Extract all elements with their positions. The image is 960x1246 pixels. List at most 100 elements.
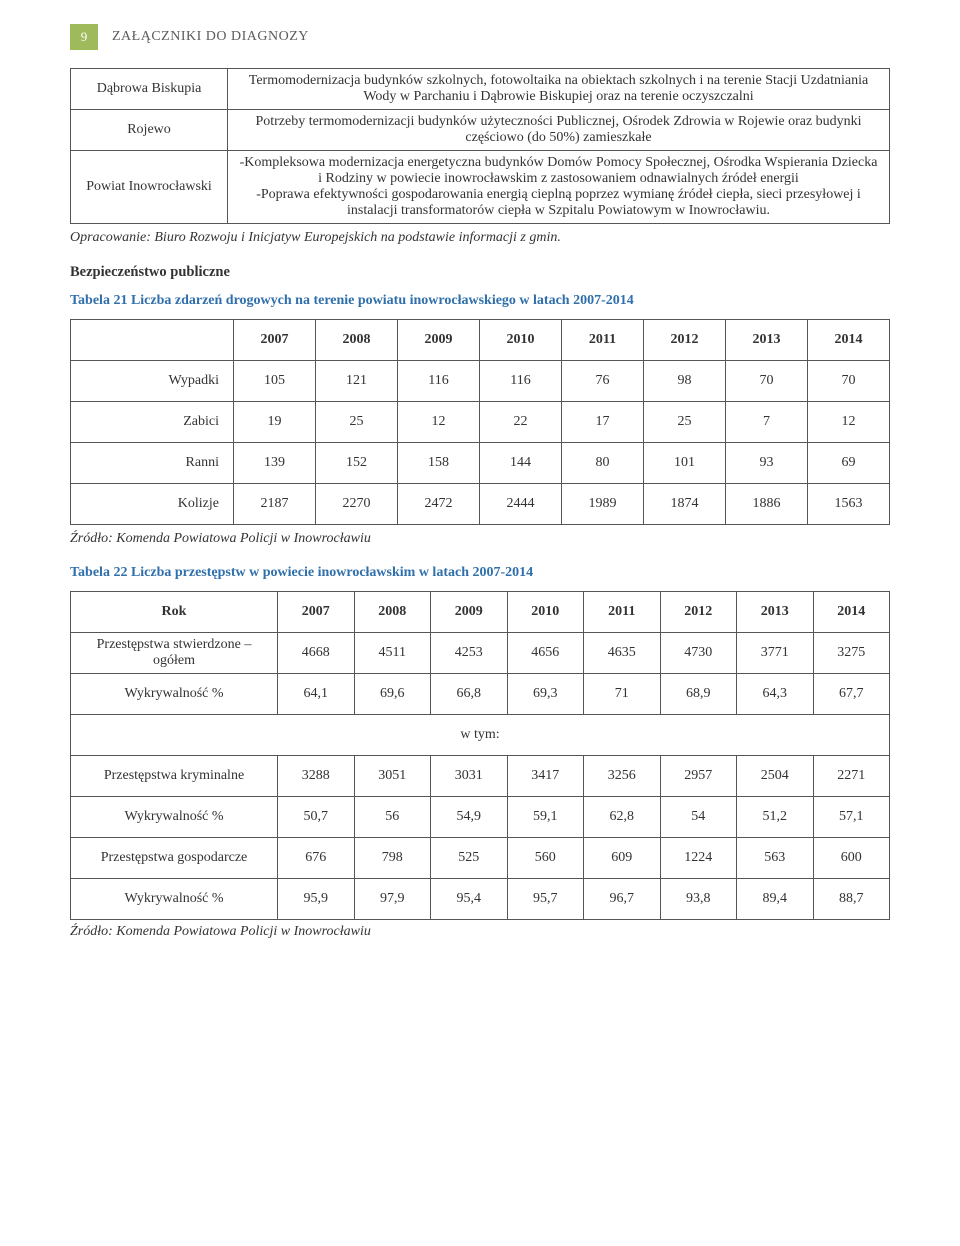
table3-cell: 525 (431, 838, 508, 879)
table21-caption: Tabela 21 Liczba zdarzeń drogowych na te… (70, 293, 890, 309)
table2-cell: 25 (644, 402, 726, 443)
table3-year-header: 2013 (737, 592, 814, 633)
table3-cell: 4511 (354, 633, 431, 674)
table2-cell: 1563 (808, 484, 890, 525)
table3-cell: 57,1 (813, 797, 890, 838)
table3-cell: 4253 (431, 633, 508, 674)
table3-span-label: w tym: (71, 715, 890, 756)
table2-cell: 98 (644, 361, 726, 402)
table2-year-header: 2010 (480, 320, 562, 361)
table2-year-header: 2009 (398, 320, 480, 361)
table1-row-text: Termomodernizacja budynków szkolnych, fo… (228, 69, 890, 110)
table3-cell: 64,3 (737, 674, 814, 715)
table3-cell: 4668 (278, 633, 355, 674)
table3-cell: 3256 (584, 756, 661, 797)
table2-cell: 22 (480, 402, 562, 443)
table3-year-header: 2010 (507, 592, 584, 633)
table2-cell: 12 (808, 402, 890, 443)
table2-cell: 2444 (480, 484, 562, 525)
table3-row-label: Wykrywalność % (71, 797, 278, 838)
table3-cell: 3288 (278, 756, 355, 797)
table2-cell: 7 (726, 402, 808, 443)
table2-cell: 69 (808, 443, 890, 484)
table2-cell: 1989 (562, 484, 644, 525)
table2-year-header: 2011 (562, 320, 644, 361)
table2-cell: 139 (234, 443, 316, 484)
table2-cell: 121 (316, 361, 398, 402)
table3-cell: 89,4 (737, 879, 814, 920)
table3-row-label: Przestępstwa kryminalne (71, 756, 278, 797)
table3-cell: 54,9 (431, 797, 508, 838)
table2-blank-header (71, 320, 234, 361)
table3-cell: 563 (737, 838, 814, 879)
section-heading: Bezpieczeństwo publiczne (70, 264, 890, 281)
table1-row-label: Rojewo (71, 110, 228, 151)
table3-cell: 95,4 (431, 879, 508, 920)
table3-year-header: 2008 (354, 592, 431, 633)
table2-year-header: 2008 (316, 320, 398, 361)
table3-cell: 2504 (737, 756, 814, 797)
table3-cell: 4656 (507, 633, 584, 674)
crimes-table: Rok20072008200920102011201220132014 Prze… (70, 591, 890, 920)
table3-cell: 93,8 (660, 879, 737, 920)
table3-cell: 609 (584, 838, 661, 879)
table2-cell: 2270 (316, 484, 398, 525)
table3-year-header: 2007 (278, 592, 355, 633)
table3-cell: 62,8 (584, 797, 661, 838)
table3-cell: 560 (507, 838, 584, 879)
table3-cell: 64,1 (278, 674, 355, 715)
table3-cell: 3031 (431, 756, 508, 797)
table2-year-header: 2007 (234, 320, 316, 361)
table3-row-label: Wykrywalność % (71, 674, 278, 715)
page-header: 9 ZAŁĄCZNIKI DO DIAGNOZY (70, 24, 890, 50)
road-events-table: 20072008200920102011201220132014 Wypadki… (70, 319, 890, 525)
table2-cell: 158 (398, 443, 480, 484)
table2-year-header: 2014 (808, 320, 890, 361)
table2-cell: 70 (808, 361, 890, 402)
table3-head-label: Rok (71, 592, 278, 633)
table3-cell: 97,9 (354, 879, 431, 920)
table2-cell: 1874 (644, 484, 726, 525)
projects-table: Dąbrowa BiskupiaTermomodernizacja budynk… (70, 68, 890, 224)
table3-cell: 798 (354, 838, 431, 879)
table21-source: Źródło: Komenda Powiatowa Policji w Inow… (70, 531, 890, 547)
table3-cell: 96,7 (584, 879, 661, 920)
table2-cell: 19 (234, 402, 316, 443)
table2-cell: 80 (562, 443, 644, 484)
table2-cell: 2472 (398, 484, 480, 525)
table3-row-label: Wykrywalność % (71, 879, 278, 920)
table3-cell: 676 (278, 838, 355, 879)
table1-row-text: Potrzeby termomodernizacji budynków użyt… (228, 110, 890, 151)
table1-source-note: Opracowanie: Biuro Rozwoju i Inicjatyw E… (70, 230, 890, 246)
table3-year-header: 2009 (431, 592, 508, 633)
table3-cell: 4730 (660, 633, 737, 674)
table2-year-header: 2012 (644, 320, 726, 361)
table2-cell: 17 (562, 402, 644, 443)
table3-cell: 59,1 (507, 797, 584, 838)
table3-cell: 600 (813, 838, 890, 879)
table3-cell: 56 (354, 797, 431, 838)
table2-cell: 105 (234, 361, 316, 402)
table3-cell: 88,7 (813, 879, 890, 920)
table2-cell: 12 (398, 402, 480, 443)
table2-cell: 1886 (726, 484, 808, 525)
table1-row-label: Powiat Inowrocławski (71, 151, 228, 224)
table3-year-header: 2012 (660, 592, 737, 633)
table2-cell: 101 (644, 443, 726, 484)
table2-row-label: Kolizje (71, 484, 234, 525)
table2-cell: 76 (562, 361, 644, 402)
table3-cell: 69,3 (507, 674, 584, 715)
table3-year-header: 2014 (813, 592, 890, 633)
table22-source: Źródło: Komenda Powiatowa Policji w Inow… (70, 924, 890, 940)
table2-row-label: Ranni (71, 443, 234, 484)
table2-cell: 70 (726, 361, 808, 402)
table3-cell: 68,9 (660, 674, 737, 715)
table2-cell: 2187 (234, 484, 316, 525)
table3-cell: 50,7 (278, 797, 355, 838)
table3-cell: 1224 (660, 838, 737, 879)
table3-cell: 54 (660, 797, 737, 838)
table3-cell: 2957 (660, 756, 737, 797)
table3-year-header: 2011 (584, 592, 661, 633)
table3-cell: 69,6 (354, 674, 431, 715)
table2-cell: 93 (726, 443, 808, 484)
